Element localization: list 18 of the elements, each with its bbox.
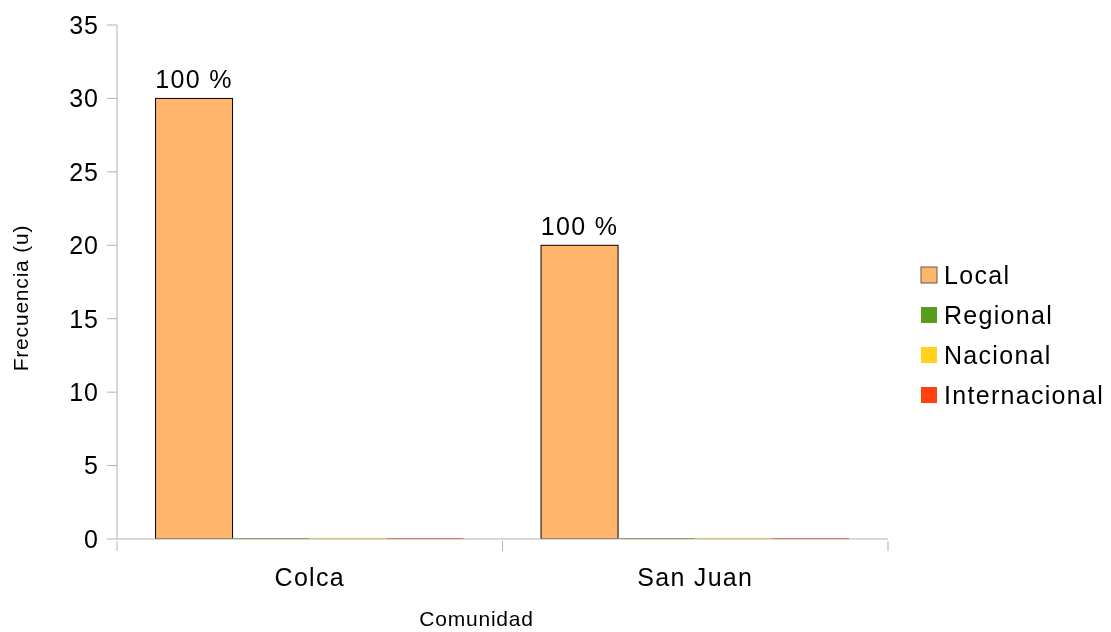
y-tick-label: 0: [84, 524, 99, 553]
legend-label: Regional: [944, 300, 1054, 330]
legend-label: Internacional: [944, 380, 1105, 410]
annotation: 100 %: [155, 65, 233, 94]
y-tick-label: 35: [69, 10, 99, 39]
legend-label: Local: [944, 260, 1011, 290]
y-tick-label: 10: [69, 378, 99, 407]
y-tick-label: 30: [69, 84, 99, 113]
y-tick-label: 5: [84, 451, 99, 480]
x-tick-label: Colca: [274, 563, 345, 591]
legend-label: Nacional: [944, 340, 1052, 370]
y-tick-label: 25: [69, 157, 99, 186]
y-tick-label: 15: [69, 304, 99, 333]
x-axis-title: Comunidad: [419, 607, 534, 630]
x-tick-label: San Juan: [637, 563, 754, 591]
annotation: 100 %: [540, 212, 619, 241]
y-axis-title: Frecuencia (u): [9, 224, 33, 372]
y-tick-label: 20: [69, 231, 99, 260]
